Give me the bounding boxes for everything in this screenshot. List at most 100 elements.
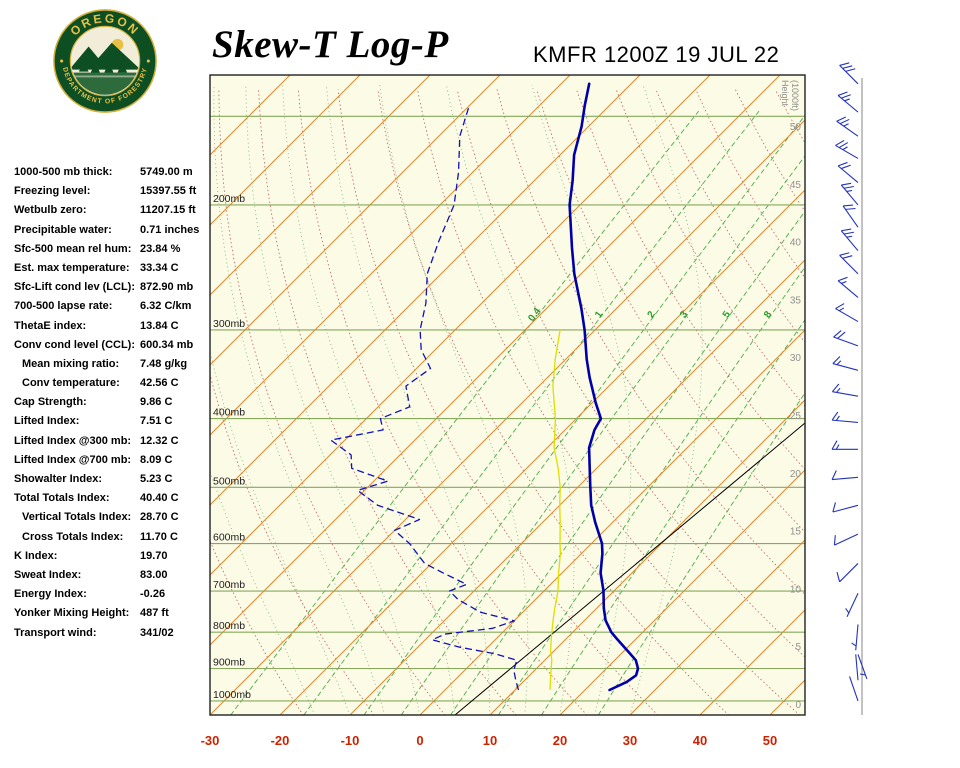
odf-logo: OREGON DEPARTMENT OF FORESTRY	[52, 8, 158, 114]
wind-barb	[831, 440, 858, 450]
stat-row: 1000-500 mb thick: 5749.00 m	[14, 166, 220, 185]
dry-adiabats	[210, 89, 805, 715]
stat-label: Conv temperature:	[22, 377, 120, 390]
stat-value: 42.56 C	[140, 377, 179, 390]
stat-row: Lifted Index @300 mb: 12.32 C	[14, 435, 220, 454]
logo-dot-left	[60, 59, 64, 63]
stat-row: Lifted Index: 7.51 C	[14, 415, 220, 434]
stat-label: Lifted Index:	[14, 415, 80, 428]
mixing-ratio-label: 1	[593, 309, 605, 320]
stat-label: Sweat Index:	[14, 568, 82, 581]
height-label: 30	[790, 353, 802, 364]
wind-barb	[855, 654, 859, 681]
stat-label: Sfc-Lift cond lev (LCL):	[14, 281, 135, 294]
stat-label: Est. max temperature:	[14, 261, 130, 274]
wind-barb	[836, 563, 859, 583]
stat-label: Transport wind:	[14, 626, 97, 639]
stat-value: 872.90 mb	[140, 281, 194, 294]
mixing-ratio-label: 5	[721, 309, 733, 320]
pressure-label: 300mb	[213, 318, 245, 330]
wind-barb	[831, 383, 859, 397]
page-title: Skew-T Log-P	[212, 23, 449, 66]
wind-barb	[845, 593, 859, 618]
temp-axis-label: -10	[341, 733, 360, 748]
wind-barb	[836, 116, 859, 137]
stat-value: 13.84 C	[140, 319, 179, 332]
stat-row: Cross Totals Index: 11.70 C	[14, 531, 220, 550]
plot-field	[210, 75, 805, 715]
stat-value: 9.86 C	[140, 396, 173, 409]
stat-row: Total Totals Index: 40.40 C	[14, 492, 220, 511]
pressure-label: 1000mb	[213, 689, 251, 701]
height-label: 40	[790, 238, 802, 249]
stat-row: Sfc-Lift cond lev (LCL): 872.90 mb	[14, 281, 220, 300]
stat-value: 0.71 inches	[140, 223, 200, 236]
pressure-label: 800mb	[213, 620, 245, 632]
stat-value: 341/02	[140, 626, 174, 639]
wetbulb-profile-line	[549, 329, 562, 691]
dewpoint-profile-line	[330, 105, 520, 691]
height-label: 20	[790, 469, 802, 480]
temp-axis-label: -30	[201, 733, 220, 748]
wind-barb	[832, 356, 859, 371]
wind-barb	[832, 502, 859, 513]
height-label: 25	[790, 411, 802, 422]
mixing-ratio-label: 2	[646, 309, 658, 320]
stat-label: Yonker Mixing Height:	[14, 607, 130, 620]
wind-barb	[837, 91, 859, 113]
mixing-ratio-label: 3	[678, 309, 690, 320]
stat-row: Est. max temperature: 33.34 C	[14, 262, 220, 281]
wind-barb	[831, 470, 859, 481]
indices-panel: 1000-500 mb thick: 5749.00 m Freezing leve…	[14, 166, 220, 646]
stat-row: Conv cond level (CCL): 600.34 mb	[14, 339, 220, 358]
wind-barbs	[831, 62, 868, 715]
temp-axis-labels: -30 -20 -10 0 10 20 30 40 50	[201, 733, 778, 748]
stat-label: 700-500 lapse rate:	[14, 300, 113, 313]
stat-value: 33.34 C	[140, 261, 179, 274]
temp-axis-label: -20	[271, 733, 290, 748]
stat-label: Energy Index:	[14, 588, 87, 601]
height-label: 50	[790, 122, 802, 133]
logo-ground	[71, 72, 139, 95]
stat-row: Mean mixing ratio: 7.48 g/kg	[14, 358, 220, 377]
pressure-label: 700mb	[213, 579, 245, 591]
moist-adiabats	[210, 84, 703, 715]
stat-label: Freezing level:	[14, 185, 91, 198]
stat-label: Vertical Totals Index:	[22, 511, 132, 524]
stat-label: K Index:	[14, 549, 58, 562]
stat-row: Cap Strength: 9.86 C	[14, 396, 220, 415]
stat-row: Yonker Mixing Height: 487 ft	[14, 607, 220, 626]
stat-label: Mean mixing ratio:	[22, 357, 120, 370]
height-label: 5	[795, 642, 801, 653]
pressure-gridlines	[210, 115, 805, 702]
stat-value: 23.84 %	[140, 242, 181, 255]
temp-axis-label: 40	[693, 733, 707, 748]
pressure-label: 500mb	[213, 475, 245, 487]
stat-row: 700-500 lapse rate: 6.32 C/km	[14, 300, 220, 319]
stat-label: Cross Totals Index:	[22, 530, 124, 543]
wind-barb	[840, 228, 859, 252]
station-datetime: KMFR 1200Z 19 JUL 22	[533, 42, 780, 67]
stat-value: 487 ft	[140, 607, 169, 620]
stat-label: Cap Strength:	[14, 396, 87, 409]
height-label: 10	[790, 584, 802, 595]
wind-barb	[857, 654, 868, 680]
pressure-label: 600mb	[213, 532, 245, 544]
wind-barb	[842, 204, 859, 228]
stat-label: Showalter Index:	[14, 473, 103, 485]
logo-artwork	[71, 38, 139, 95]
stat-value: 6.32 C/km	[140, 300, 192, 313]
pressure-label: 200mb	[213, 193, 245, 205]
reference-line	[454, 422, 805, 715]
stat-value: 7.48 g/kg	[140, 357, 188, 370]
stat-label: ThetaE index:	[14, 319, 87, 332]
stat-value: 15397.55 ft	[140, 185, 197, 198]
stat-value: 11.70 C	[140, 530, 178, 543]
wind-barb	[831, 411, 859, 423]
stat-value: 83.00	[140, 568, 168, 581]
stat-value: -0.26	[140, 588, 166, 601]
stat-row: Conv temperature: 42.56 C	[14, 377, 220, 396]
wind-barb	[837, 161, 859, 183]
